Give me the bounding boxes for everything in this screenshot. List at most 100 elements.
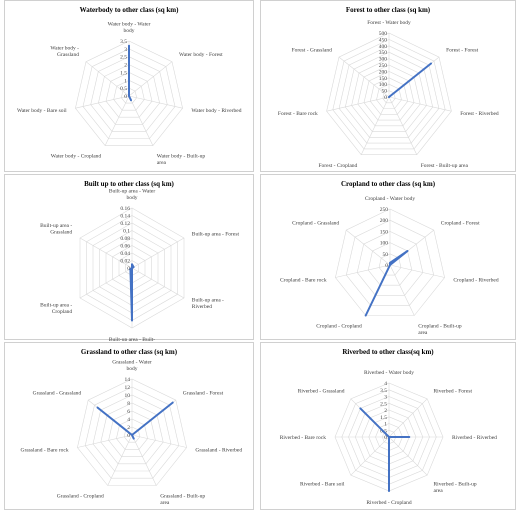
tick-label: 50 — [382, 89, 388, 95]
category-label: Water body - Bare soil — [17, 108, 67, 114]
chart-panel-cropland: Cropland to other class (sq km) 0 50 100 15… — [260, 174, 516, 340]
tick-label: 0.5 — [120, 86, 127, 92]
category-label-line: area — [434, 488, 444, 494]
axis-spoke — [79, 237, 133, 269]
data-point — [359, 407, 362, 410]
tick-label: 200 — [379, 69, 388, 75]
category-label: Riverbed - Built-up area — [434, 482, 477, 495]
tick-label: 1 — [124, 78, 127, 84]
axis-spoke — [104, 95, 130, 146]
category-label-line: Forest - Water body — [367, 20, 411, 26]
tick-label: 2 — [127, 425, 130, 431]
category-label: Cropland - Grassland — [292, 221, 339, 227]
data-point — [389, 264, 391, 266]
axis-spoke — [388, 96, 418, 155]
data-point — [128, 95, 130, 97]
category-label: Cropland - Built-up area — [418, 324, 462, 337]
grid-ring — [335, 208, 445, 316]
tick-label: 3.5 — [120, 39, 127, 45]
category-label-line: Grassland — [50, 230, 72, 236]
data-point — [130, 99, 132, 101]
category-label: Built-up area - Water body — [109, 189, 156, 202]
grid-ring — [82, 48, 176, 139]
tick-label: 1.5 — [120, 70, 127, 76]
data-point — [131, 267, 133, 269]
tick-label: 0 — [124, 94, 127, 100]
chart-title: Built up to other class (sq km) — [84, 180, 174, 188]
tick-label: 350 — [379, 50, 388, 56]
category-label: Built-up area -Riverbed — [192, 297, 224, 310]
category-label: Riverbed - Water body — [364, 370, 414, 376]
category-label-line: Forest - Cropland — [318, 163, 357, 169]
category-label-line: area — [157, 160, 167, 166]
tick-label: 0 — [385, 263, 388, 269]
chart-panel-grassland: Grassland to other class (sq km) 0 2 4 6 8 10… — [4, 342, 254, 510]
axis-spoke — [107, 434, 133, 486]
category-label-line: Water body - — [50, 46, 79, 52]
data-point — [131, 434, 133, 436]
category-label: Built-up area -Grassland — [40, 223, 72, 236]
category-label-line: Riverbed - Bare soil — [300, 482, 345, 488]
data-point — [129, 268, 132, 270]
chart-title: Cropland to other class (sq km) — [340, 180, 436, 188]
chart-title: Riverbed to other class(sq km) — [342, 348, 434, 356]
category-label-line: Built-up area - Built- — [109, 337, 155, 341]
category-label: Built-up area - Built-up area — [109, 337, 155, 341]
tick-label: 150 — [379, 76, 388, 82]
category-label-line: Grassland - Built-up — [160, 494, 205, 500]
data-point — [128, 44, 130, 47]
tick-label: 400 — [379, 44, 388, 50]
category-label-line: Grassland - Forest — [183, 391, 224, 397]
axis-spoke — [388, 398, 428, 438]
category-label: Forest - Built-up area — [421, 163, 469, 169]
grid-ring — [90, 56, 168, 132]
category-label: Water body - Cropland — [51, 154, 102, 160]
tick-label: 2 — [384, 408, 387, 414]
data-point — [132, 266, 135, 268]
axis-spoke — [128, 95, 154, 146]
axis-spoke — [131, 237, 185, 269]
grid-ring — [369, 77, 409, 115]
grid-ring — [357, 64, 421, 127]
tick-label: 250 — [379, 63, 388, 69]
chart-title: Grassland to other class (sq km) — [80, 348, 178, 356]
grid-ring — [378, 253, 402, 276]
category-label-line: Grassland - Bare rock — [20, 448, 68, 454]
tick-label: 1 — [384, 422, 387, 428]
category-label: Grassland - Built-up area — [160, 494, 205, 507]
grid-ring — [356, 231, 424, 296]
tick-label: 0.1 — [123, 229, 130, 235]
tick-label: 4 — [127, 417, 130, 423]
category-label-line: Built-up area - — [40, 303, 72, 309]
category-label-line: Forest - Grassland — [292, 48, 333, 54]
category-label-line: Built-up area - — [192, 297, 224, 303]
category-label: Cropland - Cropland — [316, 324, 362, 330]
tick-label: 3 — [124, 47, 127, 53]
tick-label: 0.02 — [120, 259, 130, 265]
category-label: Grassland - Cropland — [57, 494, 104, 500]
category-label-line: Forest - Forest — [446, 48, 479, 54]
tick-label: 8 — [127, 401, 130, 407]
axis-spoke — [326, 96, 390, 112]
tick-label: 12 — [125, 385, 131, 391]
axis-spoke — [346, 229, 391, 266]
tick-label: 0.16 — [120, 206, 130, 212]
category-label: Riverbed - Cropland — [366, 500, 411, 506]
tick-label: 0.04 — [120, 251, 130, 257]
category-label-line: Riverbed - Grassland — [298, 389, 345, 395]
data-point — [408, 436, 411, 438]
tick-label: 3 — [384, 395, 387, 401]
category-label-line: Riverbed — [192, 304, 212, 310]
category-label: Grassland - Riverbed — [195, 448, 242, 454]
category-label: Riverbed - Forest — [434, 389, 473, 395]
tick-label: 0.06 — [120, 244, 130, 250]
axis-spoke — [79, 267, 133, 299]
axis-spoke — [131, 434, 187, 448]
category-label-line: Riverbed - Forest — [434, 389, 473, 395]
category-label: Cropland - Water body — [365, 196, 416, 202]
chart-panel-forest: Forest to other class (sq km) 0 50 100 150 2… — [260, 0, 516, 172]
data-point — [430, 62, 432, 65]
grid-ring — [363, 71, 415, 121]
